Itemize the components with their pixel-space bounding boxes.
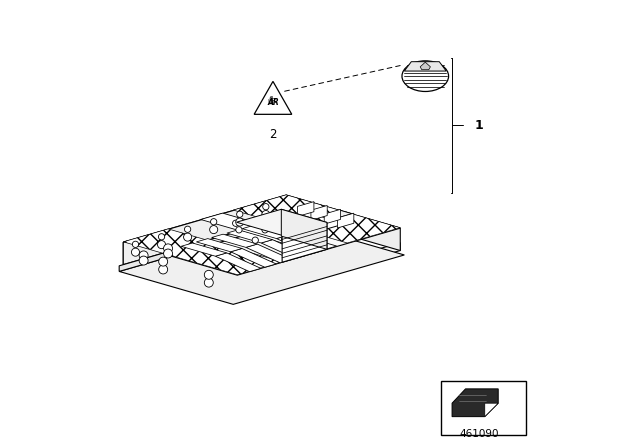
Circle shape bbox=[204, 270, 213, 279]
Polygon shape bbox=[124, 195, 286, 265]
Text: 1: 1 bbox=[475, 119, 483, 132]
Circle shape bbox=[210, 225, 218, 233]
Circle shape bbox=[204, 278, 213, 287]
Polygon shape bbox=[201, 213, 337, 252]
Polygon shape bbox=[237, 209, 327, 235]
Circle shape bbox=[157, 241, 166, 249]
Text: ÃR: ÃR bbox=[267, 98, 279, 107]
Circle shape bbox=[252, 237, 259, 243]
Polygon shape bbox=[181, 243, 227, 256]
Polygon shape bbox=[196, 239, 242, 252]
Circle shape bbox=[139, 251, 148, 260]
Polygon shape bbox=[286, 195, 400, 250]
Polygon shape bbox=[119, 222, 404, 304]
Polygon shape bbox=[242, 225, 288, 238]
Polygon shape bbox=[311, 206, 327, 220]
Circle shape bbox=[159, 257, 168, 266]
Circle shape bbox=[232, 220, 239, 226]
Polygon shape bbox=[237, 243, 400, 297]
Circle shape bbox=[159, 265, 168, 274]
Circle shape bbox=[184, 226, 191, 233]
Circle shape bbox=[164, 244, 173, 253]
Text: ûR: ûR bbox=[268, 98, 276, 104]
Circle shape bbox=[262, 203, 269, 210]
Circle shape bbox=[211, 219, 217, 225]
Text: 2: 2 bbox=[269, 128, 276, 141]
Circle shape bbox=[159, 234, 164, 240]
Circle shape bbox=[184, 233, 191, 241]
Polygon shape bbox=[282, 209, 327, 250]
Polygon shape bbox=[124, 229, 282, 275]
Circle shape bbox=[237, 211, 243, 217]
Polygon shape bbox=[230, 249, 276, 267]
Polygon shape bbox=[324, 209, 340, 224]
Polygon shape bbox=[326, 212, 346, 229]
Polygon shape bbox=[261, 240, 307, 258]
Polygon shape bbox=[124, 242, 237, 297]
Circle shape bbox=[139, 256, 148, 265]
Circle shape bbox=[132, 241, 139, 247]
Polygon shape bbox=[233, 195, 400, 243]
Polygon shape bbox=[119, 216, 291, 271]
Circle shape bbox=[131, 248, 140, 256]
Bar bbox=[441, 381, 526, 435]
Polygon shape bbox=[321, 211, 352, 220]
Circle shape bbox=[262, 211, 270, 219]
Polygon shape bbox=[452, 389, 498, 417]
Polygon shape bbox=[276, 235, 322, 254]
Polygon shape bbox=[212, 234, 257, 247]
Polygon shape bbox=[337, 213, 354, 228]
Polygon shape bbox=[124, 195, 400, 275]
Polygon shape bbox=[404, 62, 446, 71]
Text: 461090: 461090 bbox=[460, 429, 499, 439]
Polygon shape bbox=[298, 202, 314, 216]
Circle shape bbox=[236, 218, 244, 226]
Ellipse shape bbox=[402, 61, 449, 91]
Circle shape bbox=[282, 228, 288, 235]
Polygon shape bbox=[246, 244, 291, 263]
Circle shape bbox=[262, 227, 268, 233]
Polygon shape bbox=[420, 62, 431, 70]
Polygon shape bbox=[227, 230, 273, 243]
Polygon shape bbox=[282, 223, 327, 262]
Polygon shape bbox=[254, 82, 292, 114]
Circle shape bbox=[236, 227, 242, 233]
Polygon shape bbox=[484, 403, 498, 417]
Circle shape bbox=[164, 249, 173, 258]
Polygon shape bbox=[215, 253, 261, 271]
Circle shape bbox=[282, 236, 288, 242]
